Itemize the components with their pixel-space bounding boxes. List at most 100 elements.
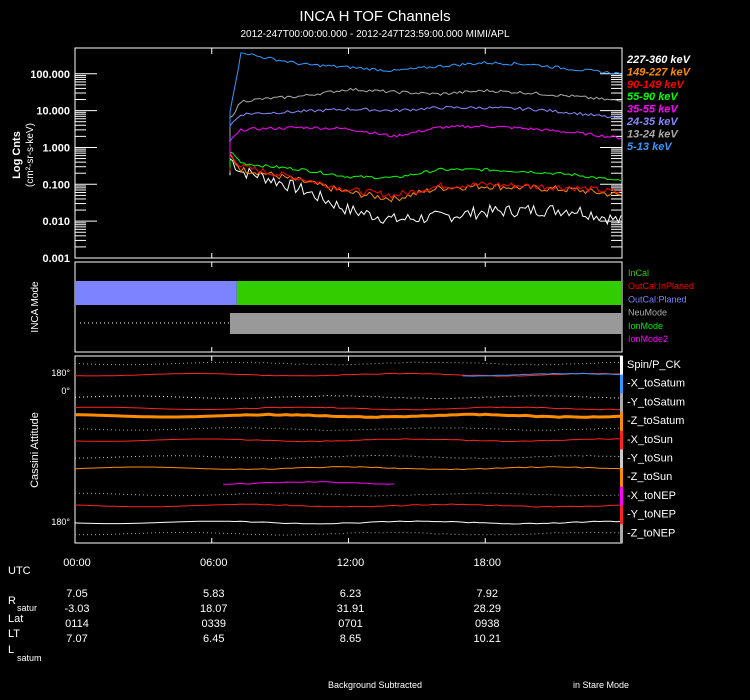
attitude-legend-spin-p-ck: Spin/P_CK [627, 359, 681, 371]
attitude-edge-swatch-x-tonep [620, 486, 623, 506]
ephem-r-label: R [8, 595, 16, 607]
attitude-track-3 [74, 395, 623, 400]
attitude-track-13 [74, 520, 623, 525]
tof-panel: Log Cnts (cm²-sr-s-keV) 100.000 10.000 1.0… [11, 47, 692, 265]
attitude-edge-swatch-z-tosatum [620, 412, 623, 431]
tof-legend-55-90-kev: 55-90 keV [627, 91, 679, 103]
attitude-tick-top: 180° [51, 368, 70, 378]
attitude-edge-swatch-y-tosun [620, 449, 623, 469]
attitude-track-4 [74, 406, 623, 411]
tof-legend-5-13-kev: 5-13 keV [627, 141, 673, 153]
attitude-track-14 [75, 531, 623, 536]
attitude-track-9 [74, 466, 623, 471]
attitude-tick-bottom: 180° [51, 517, 70, 527]
attitude-edge-swatch-x-tosun [620, 430, 623, 450]
attitude-edge-swatch-z-tonep [620, 524, 623, 543]
ephem-r-value: 7.05 [66, 588, 87, 600]
mode-bars-group [75, 281, 622, 334]
attitude-track-11 [75, 492, 623, 497]
mode-bar-incal-row0 [236, 281, 622, 305]
attitude-track-7 [74, 438, 623, 443]
attitude-track-5 [74, 412, 623, 419]
tof-legend-149-227-kev: 149-227 keV [627, 66, 692, 78]
ephem-r-sub: satur [17, 603, 37, 613]
attitude-track-8 [74, 454, 623, 460]
mode-legend: InCal OutCal:InPlaned OutCal:Planed NeuMode… [628, 268, 694, 344]
time-tick-12-00: 12:00 [337, 557, 365, 569]
attitude-edge-swatch-y-tosatum [620, 393, 623, 413]
footer-mode-note: in Stare Mode [573, 680, 629, 690]
figure-subtitle: 2012-247T00:00:00.000 - 2012-247T23:59:0… [240, 29, 510, 40]
attitude-track-12 [74, 503, 623, 508]
ephem-l-value: 7.07 [66, 633, 87, 645]
attitude-legend-y-tosatum: -Y_toSatum [627, 396, 685, 408]
tof-series-13-24-kev [229, 87, 622, 136]
attitude-legend-x-tonep: -X_toNEP [627, 490, 676, 502]
tof-legend-13-24-kev: 13-24 keV [627, 128, 679, 140]
attitude-legend-y-tosun: -Y_toSun [627, 453, 673, 465]
tof-y-tick-label: 0.001 [42, 253, 70, 265]
time-tick-18-00: 18:00 [473, 557, 501, 569]
tof-series-90-149-kev [229, 150, 622, 199]
attitude-track-0 [74, 361, 622, 366]
ephem-l-label: L [8, 644, 14, 656]
tof-series-35-55-kev [229, 124, 622, 158]
footer-background-note: Background Subtracted [328, 680, 422, 690]
mode-legend-outcal-inplaned: OutCal:InPlaned [628, 281, 694, 291]
figure-title: INCA H TOF Channels [299, 8, 450, 25]
ephem-l-value: 6.45 [203, 633, 224, 645]
tof-series-group [229, 52, 622, 226]
attitude-edge-swatch-spin-p-ck [620, 356, 623, 375]
tof-y-tick-label: 0.010 [42, 216, 70, 228]
ephem-lat-value: 31.91 [337, 603, 365, 615]
tof-y-ticks: 100.000 10.000 1.000 0.100 0.010 0.001 [30, 69, 622, 265]
ephem-r-value: 7.92 [477, 588, 498, 600]
ephem-lat-value: 28.29 [473, 603, 501, 615]
ephem-l-sub: satum [17, 653, 42, 663]
time-tick-00-00: 00:00 [63, 557, 91, 569]
ephem-lt-label: LT [8, 628, 20, 640]
attitude-legend-z-tonep: -Z_toNEP [627, 527, 675, 539]
tof-legend-24-35-kev: 24-35 keV [626, 116, 679, 128]
utc-label: UTC [8, 565, 31, 577]
ephem-lat-label: Lat [8, 613, 23, 625]
mode-ylabel: INCA Mode [30, 281, 41, 333]
tof-y-tick-label: 1.000 [42, 142, 70, 154]
ephem-lat-value: -3.03 [64, 603, 89, 615]
mode-panel: INCA Mode InCal OutCal:InPlaned OutCal:Pla… [30, 261, 694, 353]
attitude-edge-swatch-y-tonep [620, 505, 623, 525]
ephem-lt-value: 0701 [338, 618, 362, 630]
tof-y-tick-label: 0.100 [42, 179, 70, 191]
ephemeris-values: 7.05 -3.03 0114 7.07 5.83 18.07 0339 6.45 6.23 31… [64, 588, 501, 645]
attitude-track-6 [74, 426, 623, 431]
time-tick-06-00: 06:00 [200, 557, 228, 569]
ephem-r-value: 6.23 [340, 588, 361, 600]
attitude-legend-z-tosun: -Z_toSun [627, 471, 672, 483]
attitude-track-10 [223, 481, 395, 485]
attitude-legend-x-tosatum: -X_toSatum [627, 378, 685, 390]
tof-y-tick-label: 100.000 [30, 69, 70, 81]
attitude-legend-z-tosatum: -Z_toSatum [627, 415, 684, 427]
tof-series-5-13-kev [229, 52, 622, 128]
attitude-tracks-group [74, 356, 623, 543]
ephem-lat-value: 18.07 [200, 603, 228, 615]
attitude-track-2 [462, 372, 623, 377]
ephem-r-value: 5.83 [203, 588, 224, 600]
attitude-legend-y-tonep: -Y_toNEP [627, 509, 676, 521]
mode-legend-ionmode: IonMode [628, 321, 663, 331]
ephem-lt-value: 0938 [475, 618, 499, 630]
time-axis: 00:00 06:00 12:00 18:00 [63, 48, 501, 569]
tof-series-55-90-kev [229, 151, 622, 182]
ephem-lt-value: 0339 [202, 618, 226, 630]
mode-legend-outcal-planed: OutCal:Planed [628, 294, 687, 304]
ephemeris-labels: R satur Lat LT L satum [8, 595, 42, 663]
mode-legend-neumode: NeuMode [628, 308, 667, 318]
mode-bar-neumode-row1 [229, 313, 622, 334]
ephem-l-value: 10.21 [473, 633, 501, 645]
mode-legend-incal: InCal [628, 268, 649, 278]
tof-legend-90-149-kev: 90-149 keV [627, 79, 686, 91]
attitude-tick-zero: 0° [61, 386, 70, 396]
mode-bar-outcal-planed-row0 [75, 281, 237, 305]
